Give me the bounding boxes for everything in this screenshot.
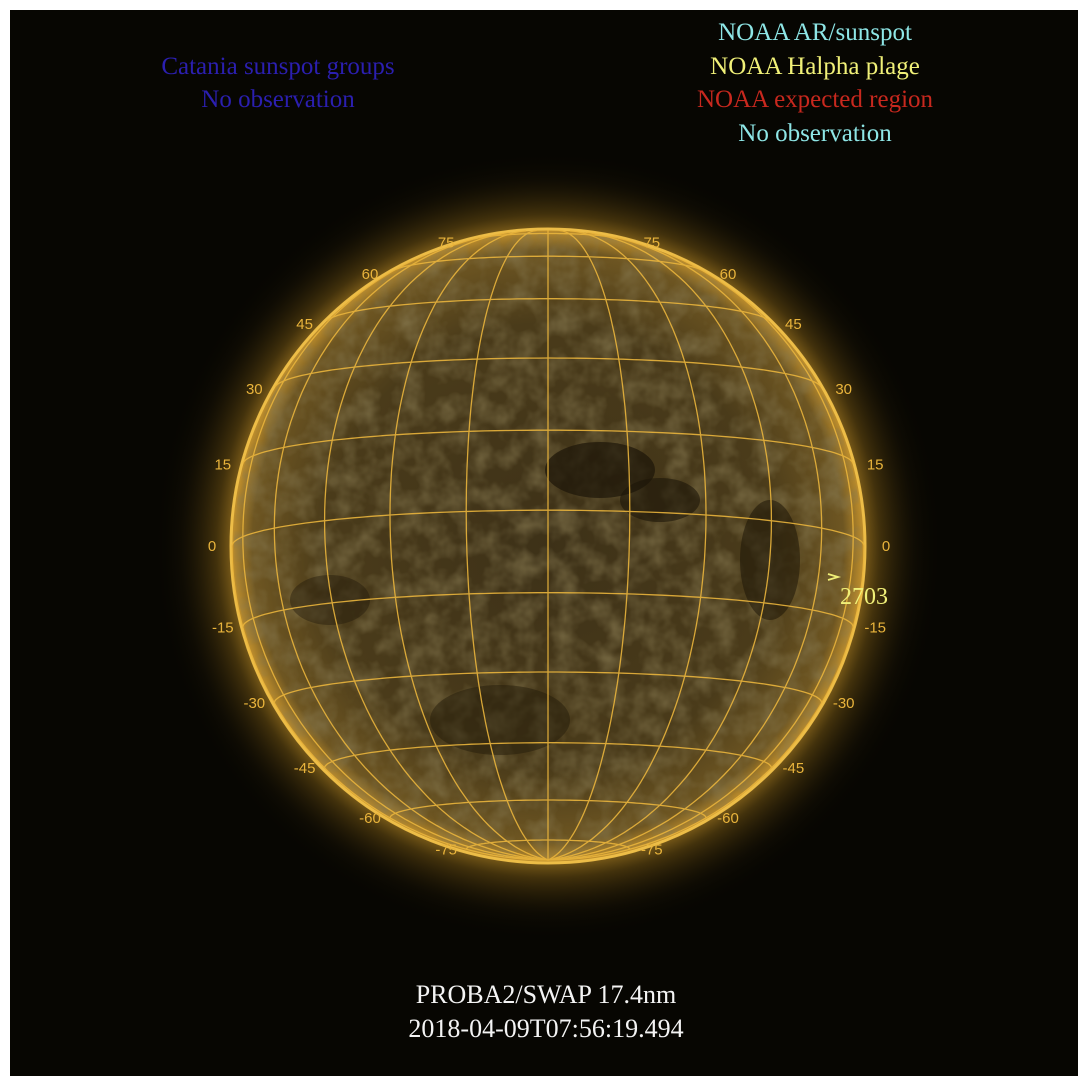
- latitude-label: 15: [214, 457, 231, 474]
- latitude-label: 30: [246, 381, 263, 398]
- latitude-label: -15: [864, 619, 886, 636]
- latitude-label: -60: [717, 810, 739, 827]
- latitude-label: 0: [882, 538, 890, 555]
- latitude-label: -30: [833, 695, 855, 712]
- latitude-label: 45: [296, 316, 313, 333]
- latitude-label: 75: [643, 235, 660, 252]
- catania-legend-status: No observation: [201, 86, 355, 113]
- instrument-caption: PROBA2/SWAP 17.4nm: [415, 980, 677, 1009]
- legend-noaa-ar-sunspot: NOAA AR/sunspot: [718, 19, 912, 46]
- active-region-arrow-icon: [827, 573, 842, 581]
- latitude-label: 45: [785, 316, 802, 333]
- latitude-label: -30: [243, 695, 265, 712]
- latitude-label: -75: [641, 841, 663, 858]
- active-region-marker: 2703: [827, 573, 888, 610]
- latitude-label: 60: [720, 266, 737, 283]
- latitude-label: 75: [438, 235, 455, 252]
- legend-no-observation: No observation: [738, 120, 892, 147]
- timestamp-caption: 2018-04-09T07:56:19.494: [408, 1014, 684, 1043]
- catania-legend-title: Catania sunspot groups: [161, 53, 395, 80]
- legend-noaa-halpha-plage: NOAA Halpha plage: [710, 53, 920, 80]
- heliographic-grid: [231, 229, 865, 861]
- solar-limb: [229, 227, 867, 865]
- active-region-number: 2703: [840, 584, 888, 610]
- latitude-label: -75: [435, 841, 457, 858]
- latitude-labels-left: 75 60 45 30 15 0 -15 -30 -45 -60 -75: [208, 235, 457, 859]
- latitude-label: 15: [867, 457, 884, 474]
- latitude-label: 0: [208, 538, 216, 555]
- latitude-labels-right: 75 60 45 30 15 0 -15 -30 -45 -60 -75: [641, 235, 890, 859]
- latitude-label: 30: [835, 381, 852, 398]
- latitude-label: 60: [362, 266, 379, 283]
- latitude-label: -45: [783, 760, 805, 777]
- legend-noaa-expected-region: NOAA expected region: [696, 86, 934, 113]
- latitude-label: -45: [294, 760, 316, 777]
- latitude-label: -60: [359, 810, 381, 827]
- latitude-label: -15: [212, 619, 234, 636]
